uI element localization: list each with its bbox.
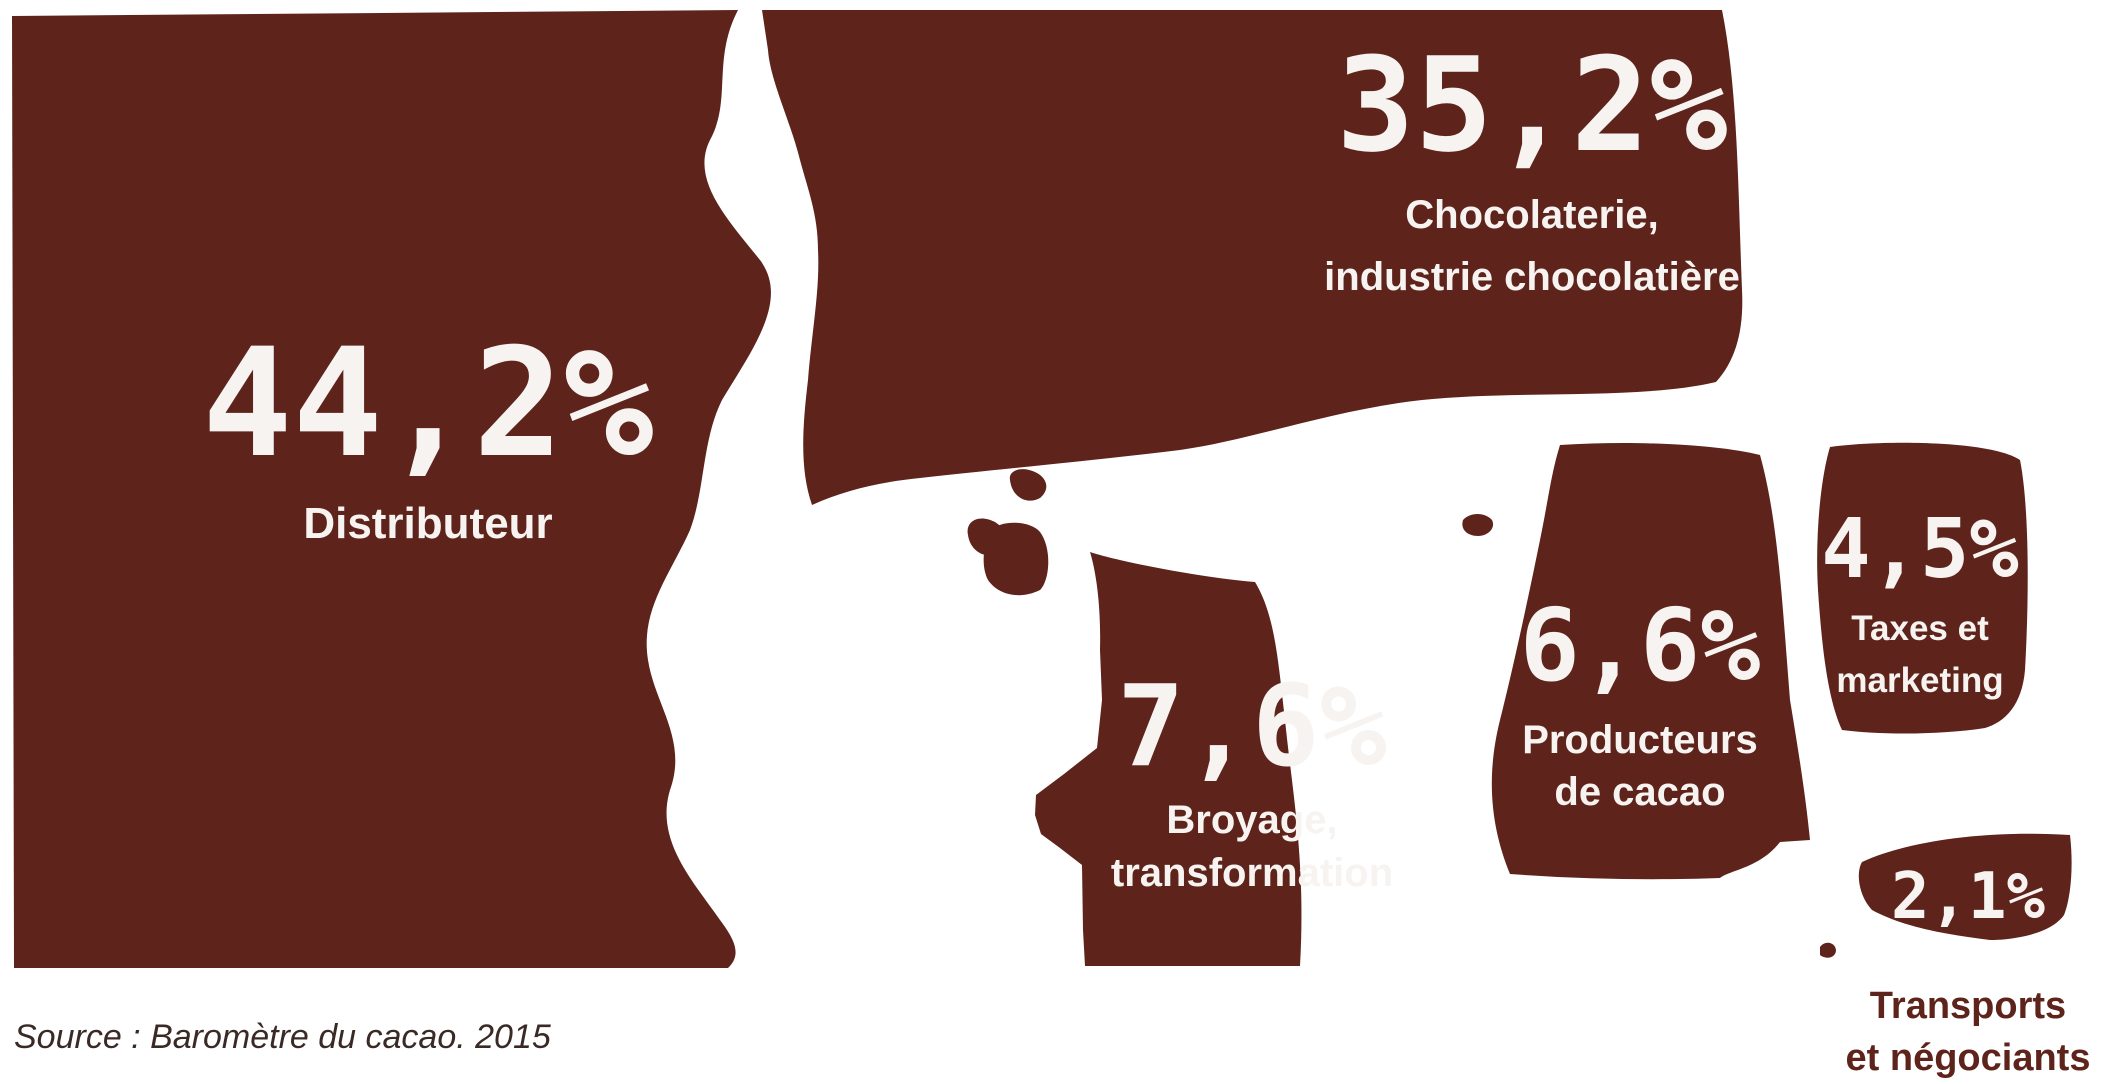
segment-label: et négociants (1846, 1037, 2091, 1079)
value-label: 7,6% (1117, 662, 1387, 792)
piece-distributeur (12, 10, 771, 968)
crumb-5 (1820, 942, 1836, 958)
crumb-4 (1462, 514, 1494, 536)
piece-transports (1858, 833, 2072, 940)
value-label: 2,1% (1891, 860, 2046, 934)
piece-chocolaterie (762, 10, 1743, 505)
value-label: 4,5% (1821, 502, 2018, 597)
source-note: Source : Baromètre du cacao. 2015 (14, 1018, 551, 1056)
segment-label: Chocolaterie, (1405, 193, 1658, 237)
value-label: 44,2% (202, 317, 654, 491)
segment-label: Broyage, (1166, 798, 1337, 842)
segment-label: Transports (1870, 985, 2066, 1027)
chart-labels: 44,2% Distributeur 35,2% Chocolaterie, indus… (202, 29, 2090, 1079)
value-label: 6,6% (1520, 587, 1761, 704)
crumb-1 (1009, 469, 1047, 501)
piece-taxes (1817, 442, 2028, 734)
chart-shapes (12, 10, 2072, 968)
segment-label: Taxes et (1851, 609, 1989, 648)
segment-label: de cacao (1554, 770, 1725, 814)
segment-label: Distributeur (303, 499, 552, 548)
piece-broyage (1035, 552, 1302, 966)
segment-label: industrie chocolatière (1324, 255, 1740, 299)
crumb-3 (983, 522, 1049, 596)
segment-label: marketing (1836, 661, 2003, 700)
segment-label: transformation (1111, 851, 1393, 895)
value-label: 35,2% (1336, 29, 1727, 181)
segment-label: Producteurs (1522, 718, 1758, 762)
piece-producteurs (1491, 443, 1810, 880)
